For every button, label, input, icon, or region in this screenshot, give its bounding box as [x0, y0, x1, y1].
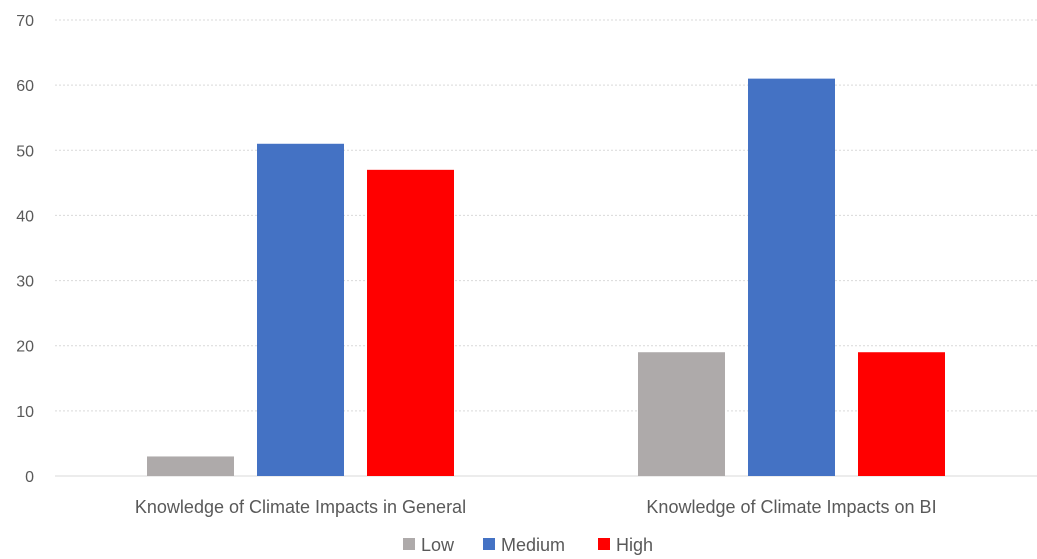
legend-label-medium: Medium: [501, 535, 565, 555]
y-tick-label: 10: [16, 404, 34, 421]
y-tick-label: 40: [16, 208, 34, 225]
x-category-label: Knowledge of Climate Impacts on BI: [646, 497, 936, 517]
legend-swatch-low: [403, 538, 415, 550]
bar-low-1: [147, 456, 234, 476]
bar-high-2: [858, 352, 945, 476]
legend-swatch-high: [598, 538, 610, 550]
y-tick-label: 20: [16, 339, 34, 356]
y-tick-label: 0: [25, 469, 34, 486]
y-tick-label: 30: [16, 274, 34, 291]
bar-low-2: [638, 352, 725, 476]
legend: Low Medium High: [403, 535, 653, 555]
x-axis-labels: Knowledge of Climate Impacts in General K…: [135, 497, 937, 517]
bar-medium-2: [748, 78, 835, 476]
bar-high-1: [367, 169, 454, 477]
y-tick-label: 50: [16, 143, 34, 160]
legend-swatch-medium: [483, 538, 495, 550]
y-tick-label: 60: [16, 78, 34, 95]
legend-label-high: High: [616, 535, 653, 555]
y-axis-ticks: 0 10 20 30 40 50 60 70: [16, 13, 34, 486]
x-category-label: Knowledge of Climate Impacts in General: [135, 497, 466, 517]
legend-label-low: Low: [421, 535, 455, 555]
y-tick-label: 70: [16, 13, 34, 30]
bar-medium-1: [257, 143, 344, 476]
bars: [147, 78, 945, 477]
